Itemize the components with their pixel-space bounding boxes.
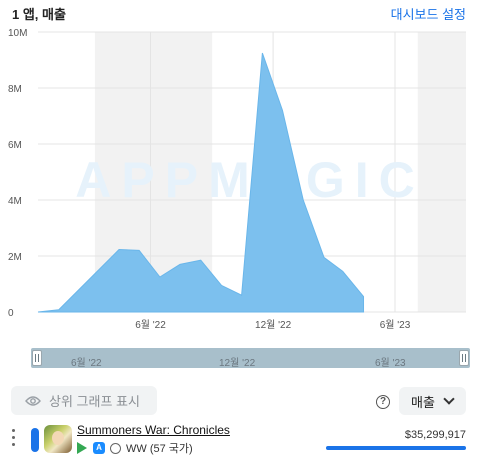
metric-dropdown-label: 매출 xyxy=(411,394,435,410)
slider-tick-label: 6월 '23 xyxy=(375,358,406,369)
revenue-share-bar xyxy=(326,446,466,450)
x-tick-label: 12월 '22 xyxy=(255,319,292,331)
more-options-icon[interactable] xyxy=(12,429,16,450)
app-name-link[interactable]: Summoners War: Chronicles xyxy=(77,423,230,437)
y-tick-label: 0 xyxy=(8,308,14,319)
y-tick-label: 6M xyxy=(8,140,22,151)
google-play-icon xyxy=(77,442,87,454)
range-slider[interactable]: 6월 '22 12월 '22 6월 '23 xyxy=(31,348,470,369)
series-color-indicator xyxy=(31,428,39,452)
x-tick-label: 6월 '22 xyxy=(135,319,166,331)
slider-right-handle[interactable] xyxy=(459,350,469,366)
app-icon xyxy=(44,425,72,453)
chevron-down-icon xyxy=(443,393,455,405)
app-store-icon: A xyxy=(93,442,105,454)
app-revenue: $35,299,917 xyxy=(404,429,466,441)
shaded-period xyxy=(417,32,466,312)
y-tick-label: 8M xyxy=(8,84,22,95)
watermark-text: APPMAGIC xyxy=(75,152,424,208)
app-row[interactable]: Summoners War: Chronicles A WW (57 국가) $… xyxy=(0,422,480,462)
y-tick-label: 10M xyxy=(8,28,27,39)
slider-tick-label: 12월 '22 xyxy=(219,358,256,369)
slider-left-handle[interactable] xyxy=(32,350,42,366)
help-icon[interactable]: ? xyxy=(376,395,390,409)
globe-icon xyxy=(110,442,121,454)
metric-dropdown[interactable]: 매출 xyxy=(399,387,466,415)
dashboard-settings-link[interactable]: 대시보드 설정 xyxy=(390,7,466,22)
y-tick-label: 4M xyxy=(8,196,22,207)
app-region: WW (57 국가) xyxy=(126,443,193,455)
revenue-area xyxy=(37,52,365,313)
x-tick-label: 6월 '23 xyxy=(380,319,411,331)
slider-tick-label: 6월 '22 xyxy=(71,358,102,369)
app-stores: A WW (57 국가) xyxy=(77,440,193,456)
show-top-graph-label: 상위 그래프 표시 xyxy=(49,394,140,409)
revenue-chart: APPMAGIC 0 2M 4M 6M 8M 10M 6월 '22 12월 '22 6월 '2… xyxy=(8,28,466,331)
y-tick-label: 2M xyxy=(8,252,22,263)
eye-icon xyxy=(25,395,41,406)
header-title: 1 앱, 매출 xyxy=(12,7,66,22)
range-slider-selection[interactable] xyxy=(31,348,470,368)
show-top-graph-button[interactable]: 상위 그래프 표시 xyxy=(11,386,157,415)
